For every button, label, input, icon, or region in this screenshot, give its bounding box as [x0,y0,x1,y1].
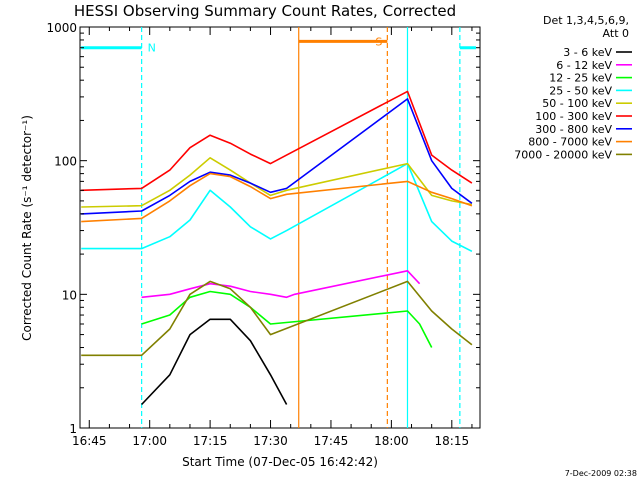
x-axis-label: Start Time (07-Dec-05 16:42:42) [182,455,378,469]
chart-title: HESSI Observing Summary Count Rates, Cor… [74,2,456,20]
y-axis: 1 10 100 1000 [46,21,480,436]
x-tick-label: 17:45 [314,434,349,448]
series-line-800-7000-kev [81,172,473,223]
legend-label-25-50-kev: 25 - 50 keV [549,84,612,97]
series-line-100-300-kev [81,90,473,192]
series-lines [81,90,473,406]
y-tick-label: 1 [69,422,77,436]
plot-frame [79,26,481,429]
x-tick-label: 18:15 [435,434,470,448]
x-tick-label: 17:30 [253,434,288,448]
series-line-25-50-kev [81,162,473,253]
legend-label-50-100-kev: 50 - 100 keV [542,97,612,110]
y-tick-label: 100 [54,155,77,169]
y-tick-label: 10 [62,288,77,302]
marker-lines [141,27,461,428]
legend-label-100-300-kev: 100 - 300 keV [535,110,612,123]
flag-label-n: N [148,42,156,55]
flag-label-s: S [375,35,382,48]
legend-label-800-7000-kev: 800 - 7000 keV [528,136,612,149]
x-axis: 16:45 17:00 17:15 17:30 17:45 18:00 18:15 [72,27,473,448]
legend-label-300-800-kev: 300 - 800 keV [535,123,612,136]
series-line-300-800-kev [81,98,473,215]
legend-header-line-2: Att 0 [603,27,629,40]
y-axis-label: Corrected Count Rate (s⁻¹ detector⁻¹) [20,115,34,341]
y-tick-label: 1000 [46,21,77,35]
series-line-50-100-kev [81,157,473,208]
series-line-7000-20000-kev [81,280,473,357]
legend-label-3-6-kev: 3 - 6 keV [563,46,612,59]
x-tick-label: 16:45 [72,434,107,448]
timestamp: 7-Dec-2009 02:38 [565,469,637,478]
x-tick-label: 17:00 [132,434,167,448]
legend-label-12-25-kev: 12 - 25 keV [549,72,612,85]
series-line-6-12-kev [141,269,421,299]
series-line-12-25-kev [141,290,433,348]
legend-header-line-1: Det 1,3,4,5,6,9, [543,14,629,27]
x-tick-label: 18:00 [374,434,409,448]
legend-label-6-12-kev: 6 - 12 keV [556,59,612,72]
x-tick-label: 17:15 [193,434,228,448]
series-line-3-6-kev [141,318,288,406]
legend-label-7000-20000-kev: 7000 - 20000 keV [514,148,612,161]
